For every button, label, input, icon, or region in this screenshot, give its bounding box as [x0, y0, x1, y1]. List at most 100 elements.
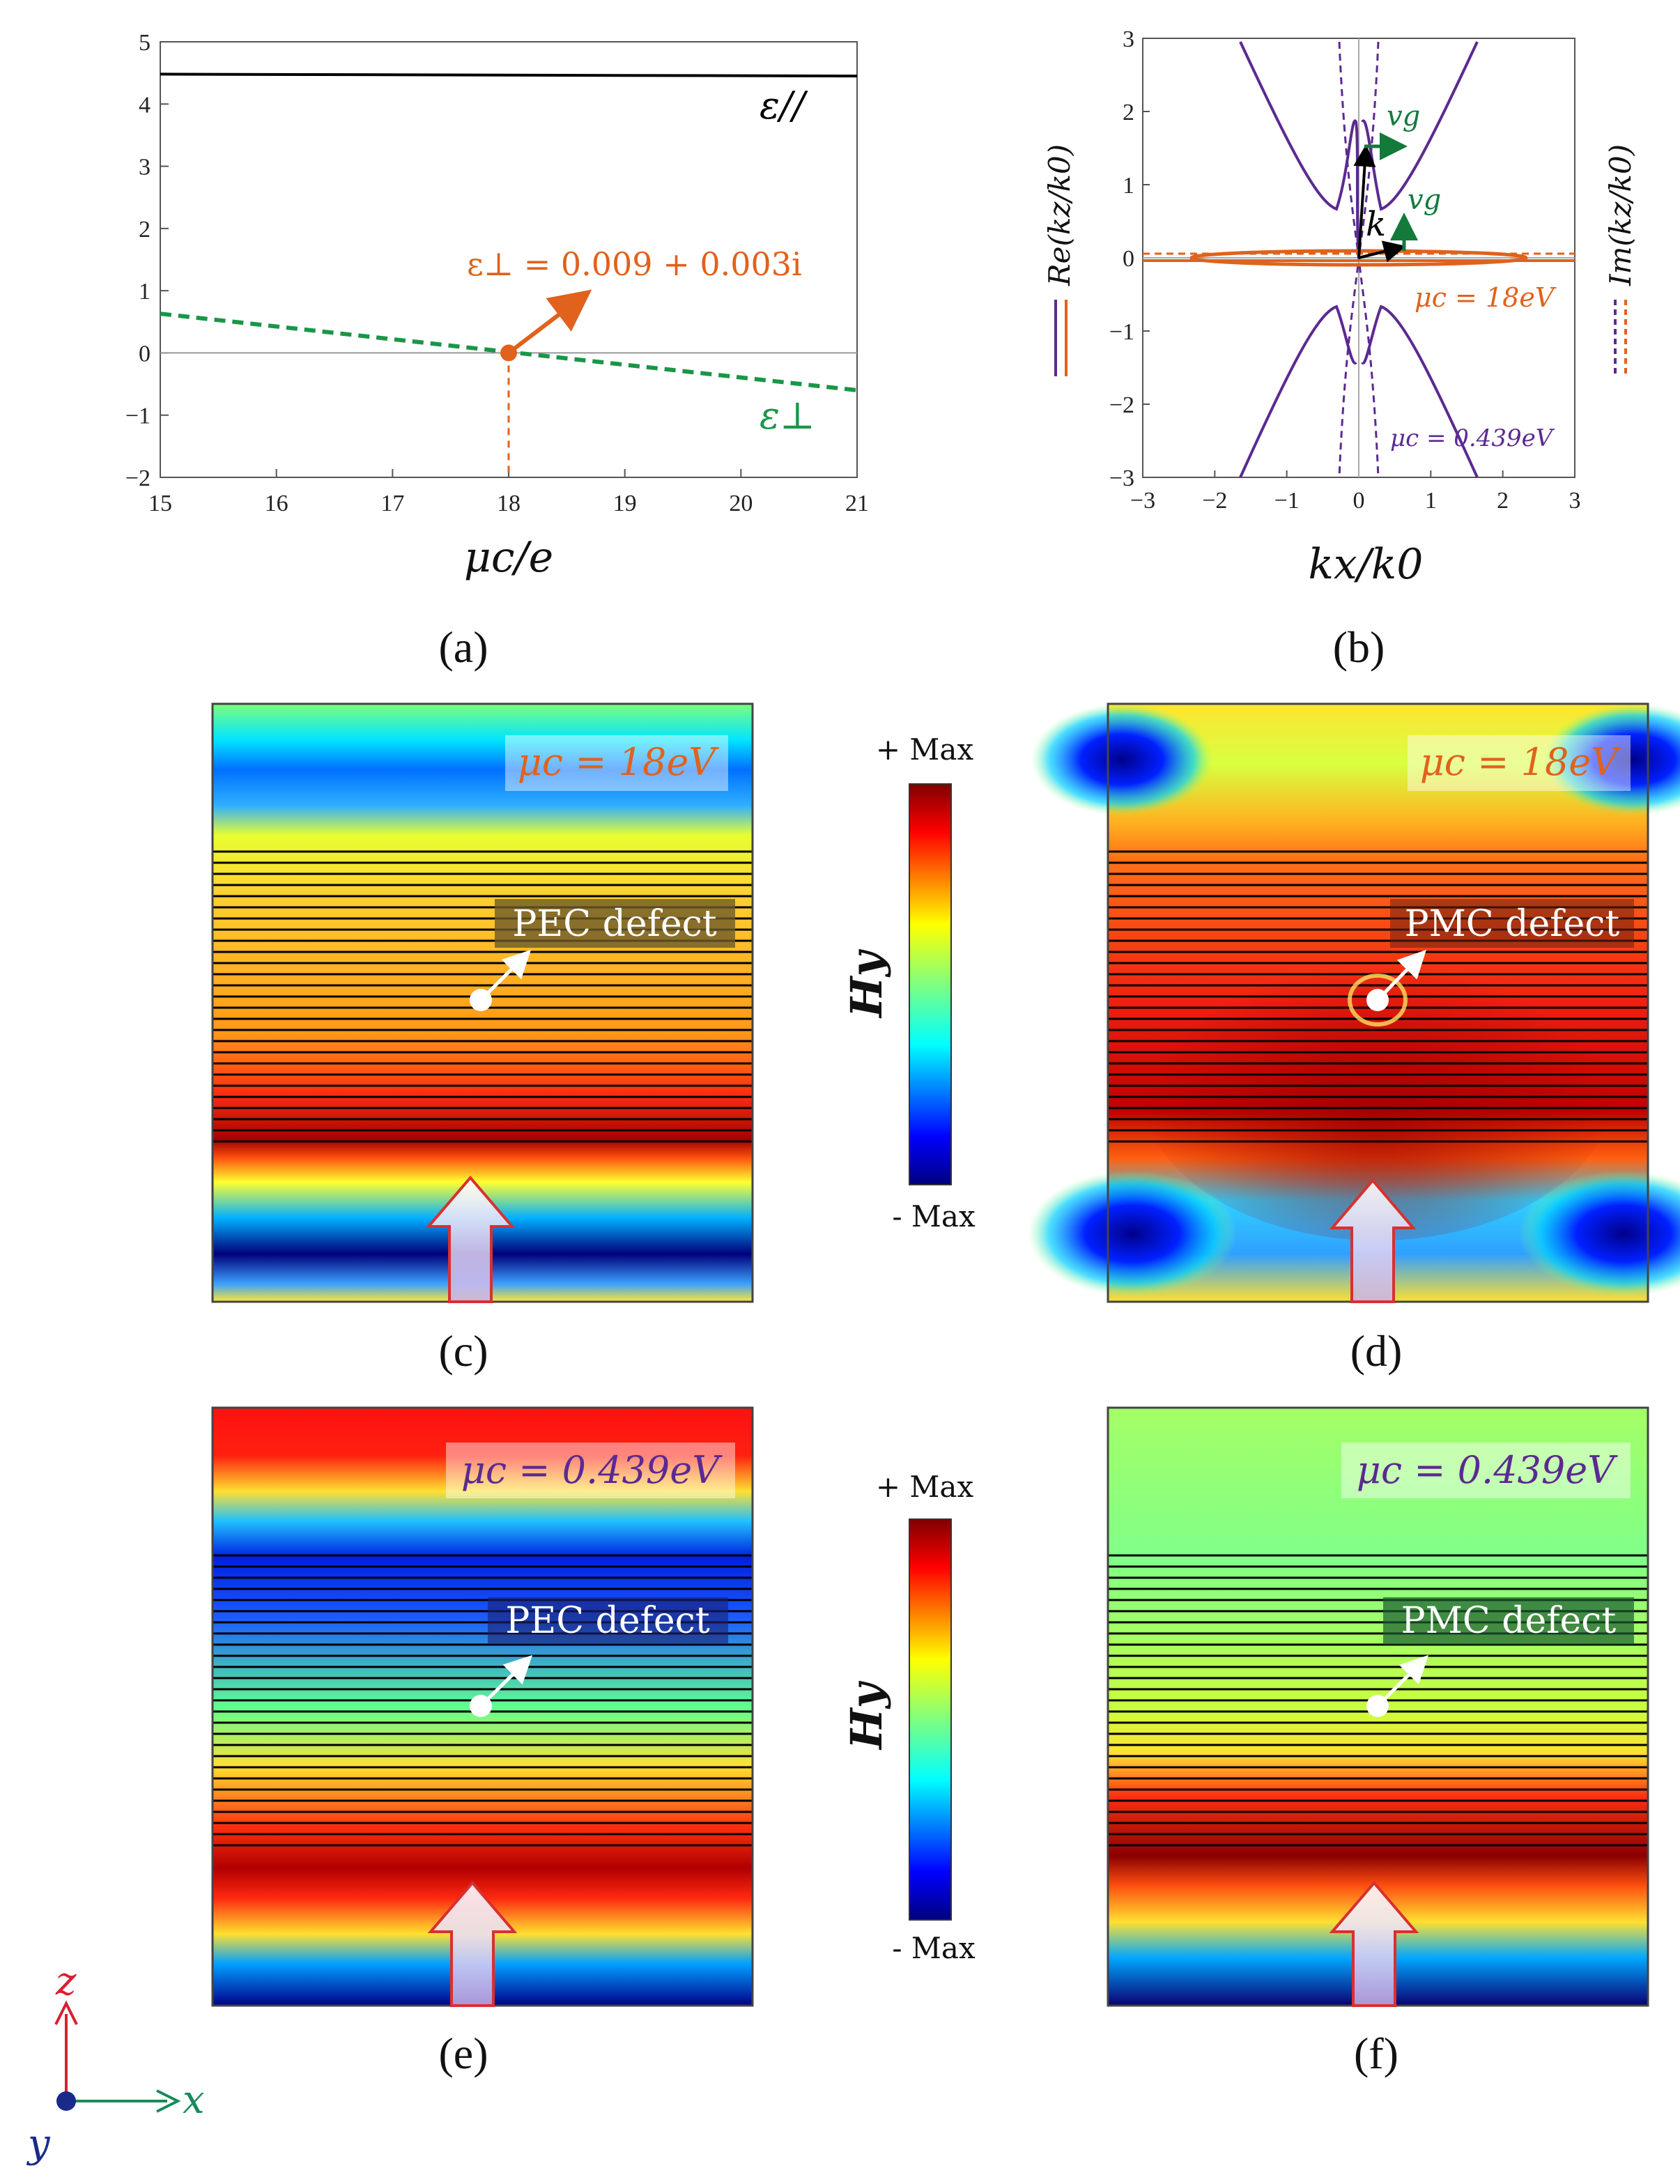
a-xtick-label: 20 [729, 491, 753, 516]
k-vector-2 [1358, 240, 1406, 263]
panel-b-label: (b) [1333, 622, 1385, 672]
panel-c-label: (c) [438, 1326, 488, 1376]
mu-text-f: μc = 0.439eV [1357, 1448, 1618, 1492]
a-xtick-label: 15 [148, 491, 172, 516]
vg-label-lower: vg [1408, 184, 1441, 216]
colorbar-2-title: Hy [841, 1680, 892, 1751]
a-xtick-label: 19 [613, 491, 637, 516]
mu-text-e: μc = 0.439eV [461, 1448, 723, 1492]
colorbar-1-top: + Max [876, 732, 974, 767]
y-axis-dot [56, 2091, 76, 2111]
blob-d-tl [1031, 704, 1212, 815]
incident-arrow-c [425, 1175, 516, 1303]
mu18-label: μc = 18eV [1415, 282, 1557, 313]
mu-box-d [1408, 735, 1631, 791]
mu-box-e [446, 1443, 735, 1498]
defect-ripple-d [1348, 974, 1408, 1026]
purple-re-lower-left [1239, 305, 1357, 478]
panel-b: −3 −2 −1 0 1 2 3 −3 −2 −1 0 1 2 3 vg vg k μc = 18eV μ… [1042, 26, 1637, 672]
a-ytick-label: 1 [139, 279, 151, 305]
defect-box-d [1390, 899, 1634, 948]
panel-a-xlabel: μc/e [464, 533, 553, 582]
colorbar-2-bottom: - Max [892, 1931, 976, 1965]
panel-e-label: (e) [438, 2029, 488, 2078]
mu-text-d: μc = 18eV [1420, 740, 1622, 784]
defect-dot-c [470, 989, 492, 1011]
panel-b-ylabel-left: Re(kz/k0) [1042, 144, 1077, 286]
panel-b-xlabel: kx/k0 [1309, 540, 1424, 589]
eps-perp-label: ε⊥ [760, 394, 815, 438]
a-ytick-label: 3 [139, 155, 151, 180]
defect-text-f: PMC defect [1401, 1600, 1617, 1642]
y-axis-label: y [26, 2121, 51, 2167]
b-xtick-label: −1 [1274, 488, 1300, 514]
mu439-label: μc = 0.439eV [1390, 424, 1555, 452]
k-vector [1353, 144, 1376, 259]
x-arrow-head [156, 2089, 181, 2113]
panel-d-label: (d) [1350, 1326, 1403, 1376]
layers-c [213, 850, 753, 1143]
eps-par-label: ε// [760, 84, 808, 128]
purple-re-upper-left [1239, 41, 1360, 259]
b-ytick-label: 0 [1123, 246, 1134, 272]
z-arrow-head [54, 2000, 78, 2025]
defect-box-c [495, 899, 735, 948]
defect-text-c: PEC defect [512, 903, 716, 945]
colorbar-2-gradient [909, 1518, 952, 1921]
b-ytick-label: −2 [1109, 392, 1134, 418]
b-ytick-label: −3 [1109, 466, 1134, 491]
colorbar-1-title: Hy [841, 948, 892, 1019]
vg-label-upper: vg [1387, 100, 1420, 132]
a-xtick-label: 21 [845, 491, 869, 516]
blob-d-tr [1543, 704, 1680, 815]
panel-b-ticks: −3 −2 −1 0 1 2 3 −3 −2 −1 0 1 2 3 [1109, 26, 1581, 514]
b-ytick-label: 1 [1123, 173, 1134, 199]
panel-a-label: (a) [438, 622, 488, 672]
b-xtick-label: −3 [1130, 488, 1155, 514]
z-axis-label: z [55, 1959, 77, 2004]
hot-region-d [1141, 934, 1615, 1240]
panel-b-ylabel-right: Im(kz/k0) [1603, 144, 1637, 286]
defect-dot-f [1366, 1695, 1389, 1717]
a-ytick-label: 5 [139, 30, 151, 56]
b-xtick-label: 2 [1497, 488, 1509, 514]
b-ytick-label: 3 [1123, 26, 1134, 52]
colorbar-1: + Max - Max Hy [841, 732, 976, 1233]
defect-dot-d [1366, 989, 1389, 1011]
panel-c: μc = 18eV PEC defect (c) [211, 702, 754, 1376]
b-xtick-label: 1 [1425, 488, 1437, 514]
incident-arrow-f [1329, 1880, 1419, 2007]
b-ytick-label: −1 [1109, 319, 1134, 345]
purple-re-upper-right [1361, 41, 1479, 211]
a-ytick-label: 0 [139, 341, 151, 367]
x-axis-label: x [183, 2077, 205, 2123]
a-ytick-label: −2 [125, 466, 151, 491]
defect-text-e: PEC defect [505, 1600, 709, 1642]
panel-e: μc = 0.439eV PEC defect (e) [211, 1406, 754, 2078]
defect-dot-e [470, 1695, 492, 1717]
defect-text-d: PMC defect [1405, 903, 1620, 945]
incident-arrow-e [427, 1880, 518, 2007]
b-xtick-label: 0 [1353, 488, 1365, 514]
eps-perp-annotation: ε⊥ = 0.009 + 0.003i [467, 245, 802, 283]
defect-box-f [1383, 1597, 1634, 1645]
mu-text-c: μc = 18eV [518, 740, 720, 784]
colorbar-2: + Max - Max Hy [841, 1470, 976, 1965]
b-xtick-label: 3 [1569, 488, 1581, 514]
a-ytick-label: 2 [139, 217, 151, 243]
purple-re-lower-right [1361, 305, 1479, 478]
colorbar-1-gradient [909, 783, 952, 1185]
mu-box-f [1341, 1443, 1631, 1498]
k-label: k [1366, 205, 1386, 244]
a-xtick-label: 17 [380, 491, 404, 516]
mu-box-c [505, 735, 728, 791]
panel-d: μc = 18eV PMC defect (d) [1028, 702, 1680, 1376]
panel-f-label: (f) [1354, 2029, 1398, 2078]
a-xtick-label: 16 [265, 491, 288, 516]
defect-box-e [488, 1597, 728, 1645]
incident-arrow-d [1329, 1178, 1417, 1303]
panel-f: μc = 0.439eV PMC defect (f) [1107, 1406, 1649, 2078]
b-xtick-label: −2 [1202, 488, 1227, 514]
blob-d-bl [1028, 1171, 1237, 1296]
a-ytick-label: 4 [139, 92, 151, 118]
